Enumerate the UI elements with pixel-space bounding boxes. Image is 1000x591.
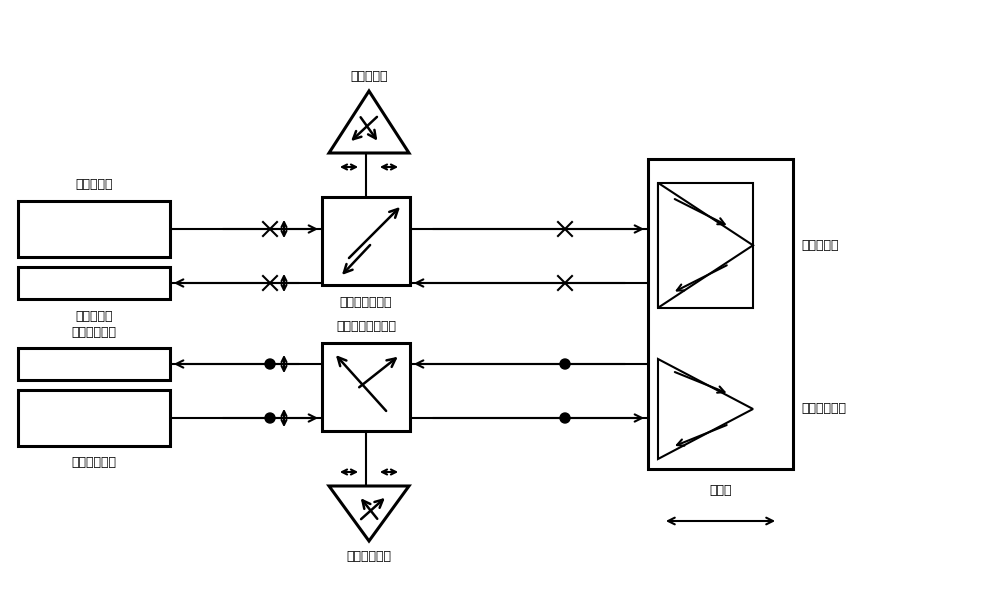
Bar — [18, 348, 170, 380]
Polygon shape — [329, 91, 409, 153]
Polygon shape — [658, 183, 753, 308]
Text: 标准激光器: 标准激光器 — [75, 178, 113, 191]
Circle shape — [560, 359, 570, 369]
Text: 标准测量镜: 标准测量镜 — [801, 239, 838, 252]
Text: 标准参考镜: 标准参考镜 — [350, 70, 388, 83]
Bar — [322, 197, 410, 285]
Polygon shape — [658, 359, 753, 459]
Bar — [658, 183, 753, 308]
Text: 被校准激光器: 被校准激光器 — [72, 456, 116, 469]
Polygon shape — [329, 486, 409, 541]
Bar — [18, 267, 170, 299]
Circle shape — [265, 359, 275, 369]
Text: 运动台: 运动台 — [709, 485, 732, 498]
Text: 标准偏振分光镜: 标准偏振分光镜 — [340, 297, 392, 310]
Bar — [18, 390, 170, 446]
Text: 被校准测量镜: 被校准测量镜 — [801, 402, 846, 415]
Circle shape — [560, 413, 570, 423]
Bar — [18, 201, 170, 257]
Bar — [648, 159, 793, 469]
Bar — [322, 343, 410, 431]
Circle shape — [265, 413, 275, 423]
Text: 被校准参考镜: 被校准参考镜 — [347, 550, 392, 563]
Text: 被校准接收器: 被校准接收器 — [72, 326, 116, 339]
Text: 标准接收器: 标准接收器 — [75, 310, 113, 323]
Text: 被校准偏振分光镜: 被校准偏振分光镜 — [336, 320, 396, 333]
